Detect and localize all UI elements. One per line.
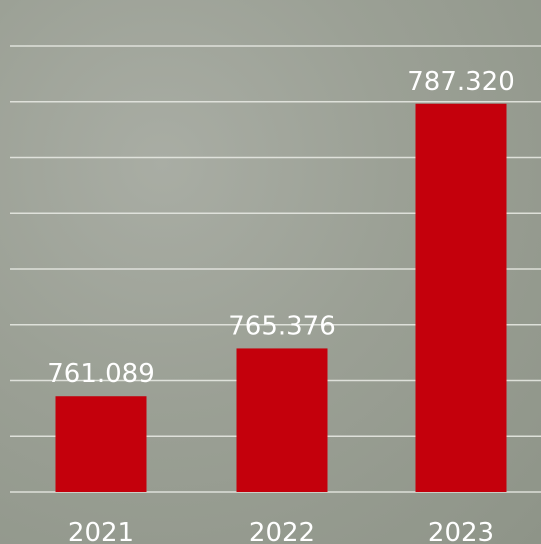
bar-2021 bbox=[55, 396, 147, 492]
data-labels: 761.089 765.376 787.320 bbox=[47, 67, 515, 389]
bar-2023 bbox=[415, 103, 507, 493]
data-label-2022: 765.376 bbox=[228, 311, 336, 341]
data-label-2023: 787.320 bbox=[407, 67, 515, 97]
data-label-2021: 761.089 bbox=[47, 359, 155, 389]
x-tick-label-2022: 2022 bbox=[249, 518, 315, 544]
x-tick-labels: 2021 2022 2023 bbox=[68, 518, 494, 544]
x-tick-label-2021: 2021 bbox=[68, 518, 134, 544]
x-tick-label-2023: 2023 bbox=[428, 518, 494, 544]
bars bbox=[55, 103, 507, 493]
bar-2022 bbox=[236, 348, 328, 492]
